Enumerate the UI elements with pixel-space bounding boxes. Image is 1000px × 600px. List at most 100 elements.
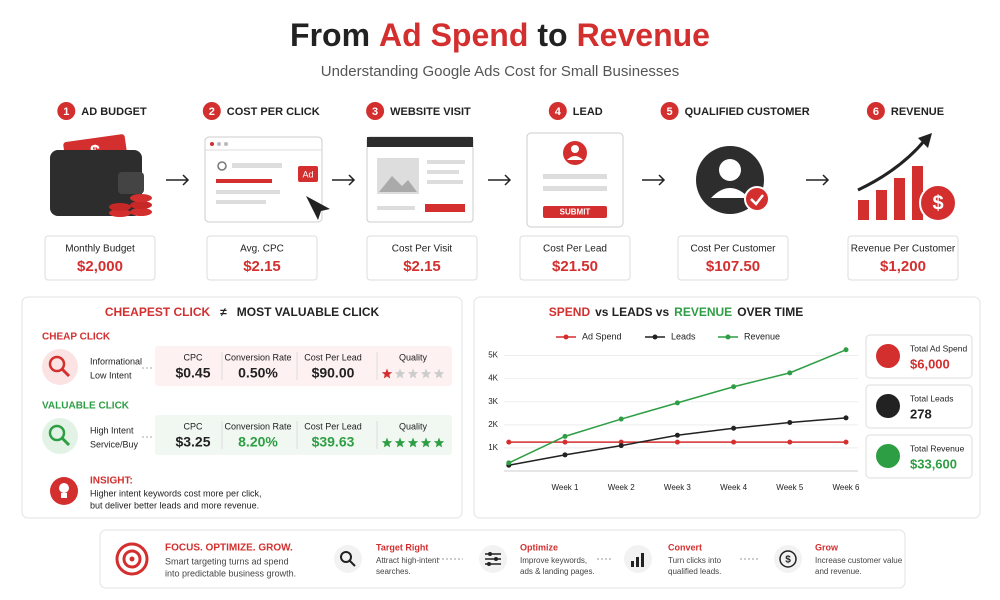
total-label: Total Ad Spend <box>910 343 967 353</box>
step-number-badge <box>57 102 76 120</box>
y-tick-label: 5K <box>488 351 498 360</box>
data-point <box>843 439 849 445</box>
data-point <box>674 439 680 445</box>
x-tick-label: Week 1 <box>552 483 580 492</box>
data-point <box>731 425 737 431</box>
step-label: COST PER CLICK <box>227 106 320 118</box>
metric-label: Revenue Per Customer <box>851 244 956 255</box>
quality-star <box>381 368 393 379</box>
column-header: CPC <box>183 352 203 362</box>
metric-box <box>519 235 631 281</box>
total-label: Total Revenue <box>910 443 965 453</box>
step-number-badge <box>366 102 385 120</box>
data-point <box>618 443 624 449</box>
total-value: 278 <box>910 406 932 421</box>
quality-star <box>381 437 393 448</box>
data-point <box>562 433 568 439</box>
total-icon <box>876 444 900 468</box>
y-tick-label: 4K <box>488 374 498 383</box>
quality-star <box>394 368 406 379</box>
y-tick-label: 1K <box>488 443 498 452</box>
data-point <box>731 439 737 445</box>
quality-star <box>420 437 432 448</box>
step-number-badge <box>548 102 567 120</box>
row-box <box>155 415 452 455</box>
metric-box <box>44 235 156 281</box>
row-label: CHEAP CLICK <box>42 332 111 343</box>
metric-box <box>677 235 789 281</box>
wallet-icon: $ <box>50 134 152 217</box>
footer-step-text: Attract high-intent <box>376 556 439 565</box>
footer-step-title: Optimize <box>520 542 558 552</box>
column-header: Quality <box>399 352 428 362</box>
step-number-badge <box>202 102 221 120</box>
column-header: Cost Per Lead <box>304 352 362 362</box>
quality-star <box>433 437 445 448</box>
step-number: 3 <box>372 106 378 118</box>
data-point <box>618 416 624 422</box>
footer-step-text: qualified leads. <box>668 567 721 576</box>
search-icons <box>42 349 78 505</box>
metric-box <box>206 235 318 281</box>
footer-step-title: Target Right <box>376 542 428 552</box>
quality-star <box>420 368 432 379</box>
quality-star <box>433 368 445 379</box>
metric-cell: $3.25 <box>175 434 210 450</box>
title-part: Ad Spend <box>379 17 528 53</box>
page-title: From Ad Spend to Revenue <box>290 17 710 53</box>
metric-value: $2.15 <box>243 258 281 275</box>
ad-browser-icon: Ad <box>204 136 330 223</box>
intent-text: Informational <box>90 356 142 366</box>
total-icon <box>876 344 900 368</box>
y-tick-label: 2K <box>488 420 498 429</box>
row-box <box>155 346 452 386</box>
quality-star <box>394 437 406 448</box>
intent-text: Low Intent <box>90 370 132 380</box>
step-label: REVENUE <box>891 106 944 118</box>
chart-title-part: REVENUE <box>674 305 732 319</box>
step-arrows <box>166 174 830 186</box>
chart-title: SPEND vs LEADS vs REVENUE OVER TIME <box>549 305 803 319</box>
step-number-badge <box>866 102 885 120</box>
metric-box <box>366 235 478 281</box>
step-number-badge <box>660 102 679 120</box>
footer-step-title: Grow <box>815 542 839 552</box>
svg-text:SUBMIT: SUBMIT <box>560 208 591 217</box>
y-tick-label: 3K <box>488 397 498 406</box>
title-part: to <box>537 17 567 53</box>
footer-step-text: Turn clicks into <box>668 556 722 565</box>
intent-text: Service/Buy <box>90 439 139 449</box>
footer-title: FOCUS. OPTIMIZE. GROW. <box>165 543 293 554</box>
step-label: WEBSITE VISIT <box>390 106 471 118</box>
metric-cell: $0.45 <box>175 365 210 381</box>
x-tick-label: Week 5 <box>776 483 804 492</box>
total-value: $6,000 <box>910 356 950 371</box>
column-header: Cost Per Lead <box>304 421 362 431</box>
column-header: Conversion Rate <box>224 421 291 431</box>
footer-step-text: Increase customer value <box>815 556 903 565</box>
metric-label: Avg. CPC <box>240 244 284 255</box>
data-point <box>787 370 793 376</box>
comparison-title-part: MOST VALUABLE CLICK <box>237 305 380 319</box>
data-point <box>562 439 568 445</box>
step-label: QUALIFIED CUSTOMER <box>685 106 810 118</box>
column-header: Conversion Rate <box>224 352 291 362</box>
x-tick-label: Week 2 <box>608 483 636 492</box>
footer-icons: $ <box>115 542 802 576</box>
metric-value: $2.15 <box>403 258 441 275</box>
comparison-title-part: CHEAPEST CLICK <box>105 305 211 319</box>
svg-text:$: $ <box>932 192 943 214</box>
legend-marker <box>563 334 569 340</box>
insight-text: Higher intent keywords cost more per cli… <box>90 488 262 498</box>
metric-value: $21.50 <box>552 258 598 275</box>
svg-text:$: $ <box>785 555 791 566</box>
footer-text: Smart targeting turns ad spend <box>165 556 289 566</box>
legend-label: Revenue <box>744 331 780 341</box>
data-point <box>843 415 849 421</box>
metric-value: $107.50 <box>706 258 760 275</box>
footer-step-text: searches. <box>376 567 411 576</box>
step-number: 6 <box>873 106 879 118</box>
total-icon <box>876 394 900 418</box>
lead-form-icon: SUBMIT <box>526 132 624 228</box>
